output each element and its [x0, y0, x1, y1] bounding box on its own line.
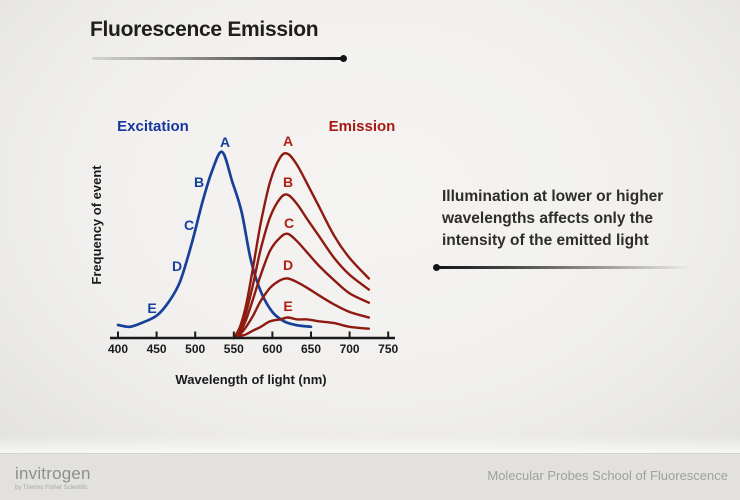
- page-title: Fluorescence Emission: [90, 18, 319, 41]
- note-underline-stroke: [433, 264, 692, 271]
- curve-lines: [116, 150, 371, 340]
- curve-emission-d: [232, 277, 371, 340]
- note-line-2: wavelengths affects only the: [442, 210, 654, 227]
- emission-header-label: Emission: [329, 118, 396, 135]
- stroke-start-dot: [433, 264, 440, 271]
- excitation-letter-b: B: [194, 174, 204, 190]
- y-axis-title: Frequency of event: [89, 165, 104, 285]
- note-line-1: Illumination at lower or higher: [442, 188, 664, 205]
- slide-canvas: Fluorescence Emission Excitation Emissio…: [0, 0, 740, 453]
- x-axis-title: Wavelength of light (nm): [175, 372, 326, 387]
- emission-letter-d: D: [283, 257, 293, 273]
- x-axis-tick-label: 700: [340, 342, 360, 356]
- x-axis-tick-label: 550: [224, 342, 244, 356]
- emission-letter-e: E: [283, 298, 292, 314]
- note-line-3: intensity of the emitted light: [442, 232, 649, 249]
- curve-emission-e: [232, 316, 371, 340]
- brand-name: invitrogen: [15, 464, 91, 483]
- x-axis-tick-label: 650: [301, 342, 321, 356]
- excitation-letter-a: A: [220, 134, 230, 150]
- x-axis-tick-label: 500: [185, 342, 205, 356]
- spectra-chart-svg: Excitation Emission 400 450 500 550 600 650 70…: [89, 118, 399, 387]
- brand-subtitle: by Thermo Fisher Scientific: [15, 485, 88, 491]
- footer-program-title: Molecular Probes School of Fluorescence: [487, 468, 728, 483]
- curve-letter-annotations: A A B B C C D D E E: [147, 133, 294, 316]
- curve-emission-a: [232, 152, 371, 340]
- invitrogen-logo: invitrogen by Thermo Fisher Scientific: [15, 464, 91, 491]
- x-axis-tick-label: 600: [262, 342, 282, 356]
- note-text: Illumination at lower or higher waveleng…: [442, 186, 702, 252]
- footer-bar: invitrogen by Thermo Fisher Scientific M…: [0, 453, 740, 500]
- emission-letter-a: A: [283, 133, 293, 149]
- emission-letter-b: B: [283, 174, 293, 190]
- curve-excitation: [116, 150, 313, 329]
- spectra-chart: Excitation Emission 400 450 500 550 600 650 70…: [85, 95, 410, 395]
- excitation-letter-c: C: [184, 217, 194, 233]
- curve-emission-c: [232, 232, 371, 340]
- stroke-end-dot: [340, 55, 347, 62]
- title-underline-stroke: [92, 55, 347, 62]
- excitation-header-label: Excitation: [117, 118, 189, 135]
- excitation-letter-d: D: [172, 258, 182, 274]
- x-axis-ticks: 400 450 500 550 600 650 700 750: [108, 331, 399, 356]
- x-axis-tick-label: 750: [378, 342, 398, 356]
- slide-bottom-highlight: [0, 436, 740, 453]
- curve-emission-b: [232, 193, 371, 340]
- x-axis-tick-label: 400: [108, 342, 128, 356]
- excitation-letter-e: E: [147, 300, 156, 316]
- x-axis-tick-label: 450: [147, 342, 167, 356]
- emission-letter-c: C: [284, 215, 294, 231]
